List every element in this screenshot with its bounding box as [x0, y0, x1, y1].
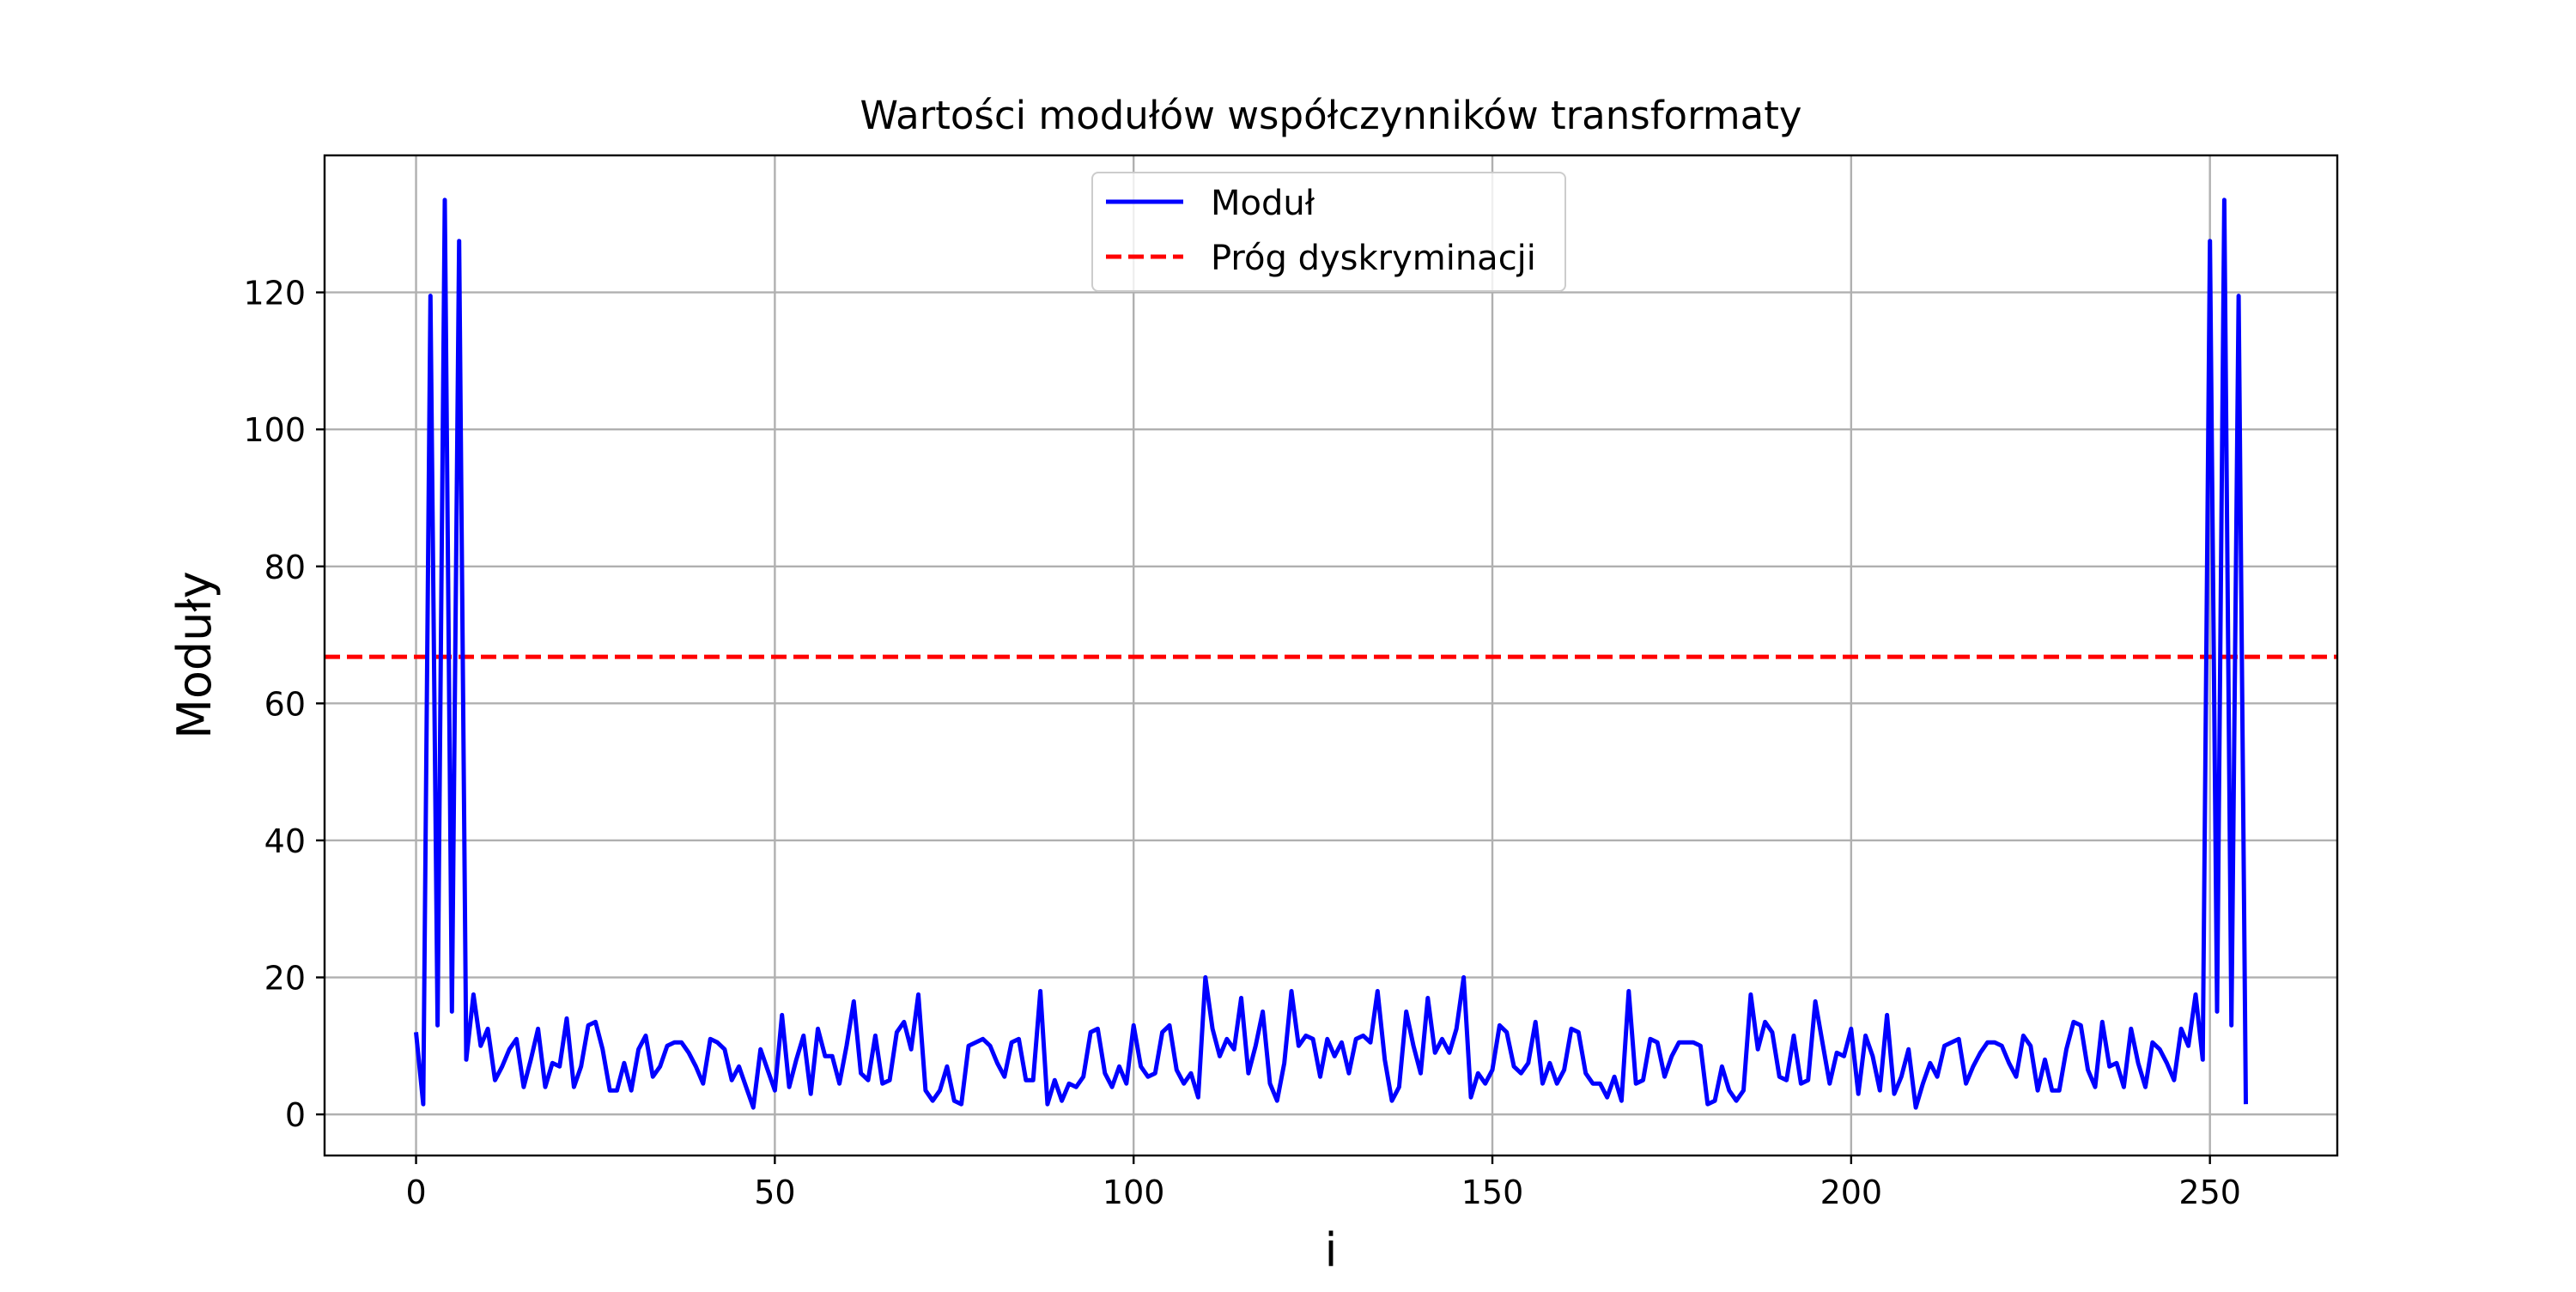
y-tick-label: 120 — [243, 275, 306, 312]
y-tick-label: 40 — [264, 822, 306, 860]
y-tick-label: 0 — [285, 1096, 306, 1134]
x-tick-label: 150 — [1461, 1174, 1524, 1211]
y-tick-label: 100 — [243, 411, 306, 449]
y-tick-label: 60 — [264, 685, 306, 723]
y-tick-label: 80 — [264, 549, 306, 586]
legend-label-modul: Moduł — [1211, 184, 1315, 223]
y-axis-label: Moduły — [167, 571, 222, 738]
x-tick-label: 200 — [1820, 1174, 1883, 1211]
y-axis-ticks: 0 20 40 60 80 100 120 — [243, 275, 325, 1134]
legend-label-threshold: Próg dyskryminacji — [1211, 239, 1536, 278]
plot-frame — [323, 154, 2339, 1157]
legend: Moduł Próg dyskryminacji — [1091, 172, 1566, 292]
x-tick-label: 50 — [754, 1174, 795, 1211]
x-axis-label: i — [1324, 1223, 1337, 1277]
x-axis-ticks: 0 50 100 150 200 250 — [405, 1156, 2241, 1211]
chart-title: Wartości modułów współczynników transfor… — [860, 93, 1802, 138]
x-tick-label: 0 — [405, 1174, 426, 1211]
y-tick-label: 20 — [264, 960, 306, 998]
x-tick-label: 100 — [1103, 1174, 1165, 1211]
modul-line — [414, 197, 2248, 1110]
modul-series — [414, 197, 2248, 1110]
x-tick-label: 250 — [2178, 1174, 2241, 1211]
legend-frame — [1091, 172, 1566, 292]
